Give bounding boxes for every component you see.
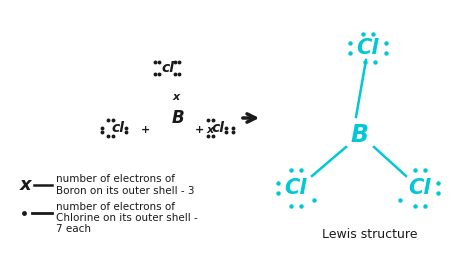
Text: number of electrons of: number of electrons of: [56, 174, 175, 184]
Text: +: +: [141, 125, 151, 135]
Text: x: x: [207, 125, 214, 135]
Text: x: x: [20, 176, 32, 194]
Text: Cl: Cl: [357, 38, 379, 58]
Text: Lewis structure: Lewis structure: [322, 228, 418, 242]
Text: cl: cl: [162, 61, 174, 75]
Text: +: +: [195, 125, 205, 135]
Text: cl: cl: [111, 121, 125, 135]
Text: Boron on its outer shell - 3: Boron on its outer shell - 3: [56, 186, 194, 196]
Text: Chlorine on its outer shell -: Chlorine on its outer shell -: [56, 213, 198, 223]
Text: 7 each: 7 each: [56, 224, 91, 234]
Text: B: B: [172, 109, 184, 127]
Text: B: B: [351, 123, 369, 147]
Text: Cl: Cl: [285, 178, 307, 198]
Text: number of electrons of: number of electrons of: [56, 202, 175, 212]
Text: Cl: Cl: [409, 178, 431, 198]
Text: cl: cl: [211, 121, 225, 135]
Text: x: x: [173, 92, 180, 102]
